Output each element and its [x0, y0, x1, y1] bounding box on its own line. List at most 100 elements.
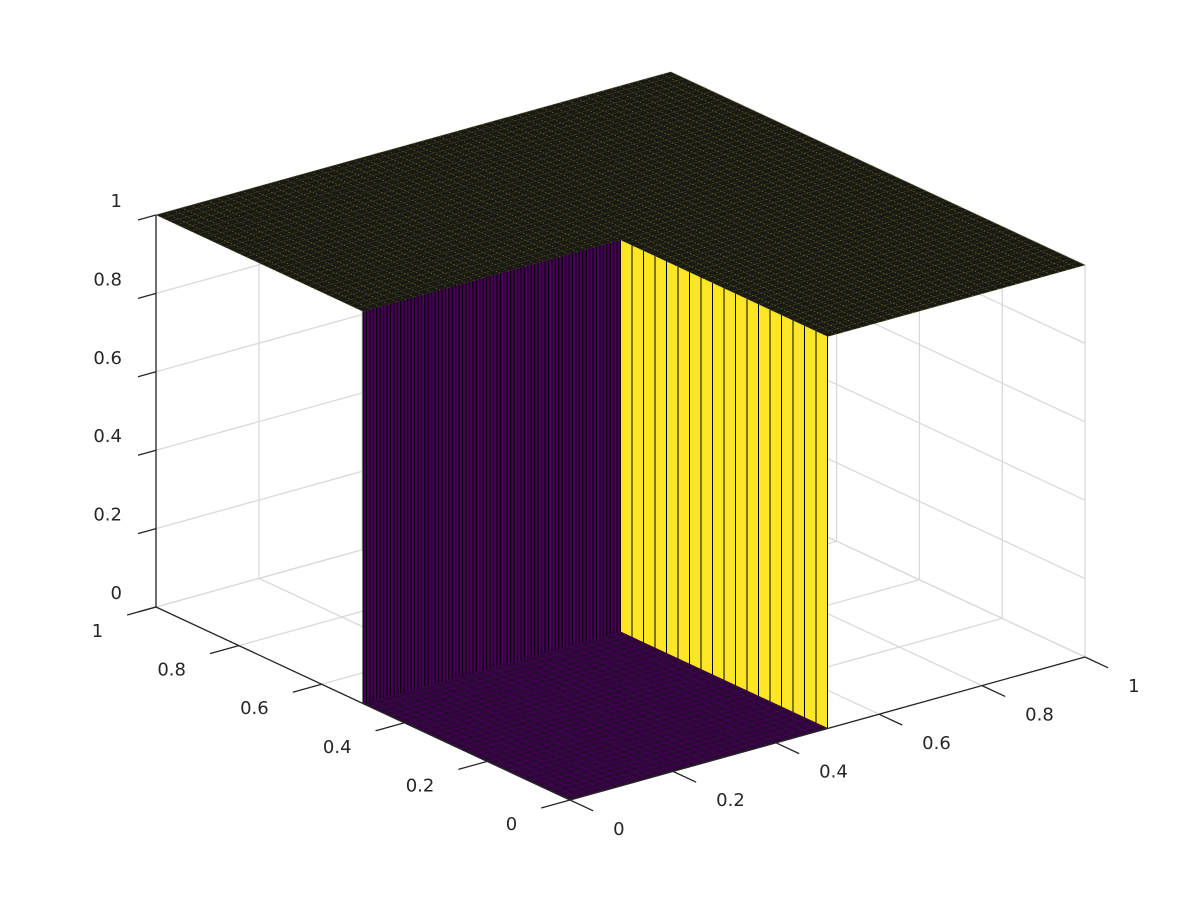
floor-mesh-line — [603, 636, 811, 734]
front-wall-purple — [363, 240, 621, 704]
floor-mesh-line — [397, 647, 656, 721]
x-tick-label: 0.8 — [1025, 704, 1054, 725]
plateau-mesh-line — [211, 97, 727, 242]
x-tick — [672, 770, 697, 783]
plateau-mesh-line — [482, 124, 897, 318]
axes — [126, 214, 1109, 812]
plateau-mesh-line — [670, 71, 1086, 266]
plateau-mesh-line — [533, 109, 948, 304]
floor-mesh-line — [611, 633, 820, 732]
x-tick — [569, 799, 594, 812]
plateau-mesh-line — [507, 117, 923, 311]
x-tick-label: 1 — [1128, 676, 1139, 697]
plateau-mesh-line — [550, 105, 965, 299]
plateau-mesh-line — [183, 84, 699, 229]
x-tick-label: 0 — [613, 819, 624, 840]
plateau-mesh-line — [806, 255, 1065, 328]
x-tick — [981, 685, 1006, 697]
plateau-mesh-line — [300, 139, 816, 283]
x-axis-line — [569, 656, 1086, 801]
plateau-mesh-line — [653, 76, 1068, 271]
y-tick-label: 0.6 — [240, 698, 269, 719]
plateau-mesh-line — [197, 91, 713, 235]
plateau-mesh-line — [675, 193, 934, 267]
plateau-mesh-line — [231, 107, 747, 251]
x-tick-label: 0.4 — [819, 762, 848, 783]
plateau-mesh-line — [751, 229, 1010, 302]
floor-mesh-line — [585, 641, 794, 739]
floor-mesh-line — [390, 644, 649, 717]
y-tick — [292, 683, 322, 693]
y-tick-label: 0.8 — [157, 660, 186, 681]
surface — [155, 71, 1086, 801]
plateau-mesh-line — [524, 112, 940, 306]
plateau-mesh-line — [641, 177, 899, 250]
y-tick — [209, 644, 239, 655]
plateau-mesh-line — [499, 119, 914, 313]
plateau-mesh-line — [585, 95, 1000, 290]
z-tick-label: 0.8 — [93, 269, 122, 290]
plateau-mesh-line — [689, 200, 948, 273]
plateau-mesh-line — [307, 142, 823, 287]
plateau-mesh-line — [682, 197, 941, 270]
plateau-mesh-line — [634, 174, 892, 247]
plateau-mesh-line — [266, 123, 782, 267]
y-tick-label: 0.4 — [323, 737, 352, 758]
z-tick — [137, 371, 157, 378]
plateau-mesh-line — [799, 251, 1058, 324]
plateau-mesh-line — [758, 232, 1017, 305]
y-tick — [458, 760, 488, 771]
plateau-mesh-line — [218, 100, 734, 245]
plateau-mesh-line — [314, 145, 830, 290]
plateau-mesh-line — [439, 136, 854, 330]
floor-mesh-line — [376, 637, 635, 711]
plateau-mesh-line — [602, 90, 1017, 285]
plateau-mesh-line — [259, 119, 775, 264]
plateau-mesh-line — [662, 74, 1077, 268]
plateau-mesh-line — [342, 158, 858, 303]
plateau-mesh-line — [176, 81, 692, 225]
y-axis-line — [155, 606, 571, 801]
x-tick-label: 0.6 — [922, 733, 951, 754]
plateau-mesh-line — [155, 71, 672, 216]
plateau-mesh-line — [456, 131, 871, 325]
plateau-mesh-line — [335, 155, 851, 299]
y-tick-label: 0.2 — [406, 775, 435, 796]
y-tick — [375, 722, 405, 732]
plateau-mesh-line — [710, 210, 968, 283]
floor-mesh-line — [594, 638, 802, 737]
x-tick — [1084, 656, 1109, 669]
plateau-mesh-line — [490, 121, 905, 316]
plateau-mesh-line — [765, 235, 1023, 308]
z-tick — [137, 527, 157, 535]
plateau-mesh-line — [792, 248, 1051, 321]
plateau-mesh-line — [645, 78, 1060, 273]
plateau-mesh-line — [430, 138, 845, 333]
plateau-mesh-line — [273, 126, 789, 270]
plateau-mesh-line — [559, 102, 974, 297]
x-tick — [775, 742, 800, 755]
floor-mesh-line — [383, 641, 642, 714]
plateau-mesh-line — [349, 161, 865, 306]
z-tick-label: 0 — [111, 583, 122, 604]
plateau-mesh-line — [421, 140, 837, 335]
z-tick — [137, 449, 157, 456]
y-tick-label: 1 — [92, 621, 103, 642]
plateau-mesh-line — [516, 114, 931, 309]
plateau-mesh-line — [224, 103, 741, 248]
plateau-mesh-line — [464, 128, 880, 323]
plateau-mesh-line — [717, 213, 975, 286]
x-tick — [878, 713, 903, 726]
plateau-mesh-line — [610, 88, 1026, 282]
z-tick-label: 0.4 — [93, 426, 122, 447]
plateau-mesh-line — [576, 97, 991, 292]
plateau-mesh-line — [473, 126, 888, 321]
y-tick-label: 0 — [506, 814, 517, 835]
plateau-mesh-line — [169, 78, 685, 222]
plateau-mesh-line — [730, 219, 989, 292]
floor-mesh-line — [620, 631, 828, 729]
plateau-mesh-line — [204, 94, 720, 238]
x-tick-label: 0.2 — [716, 790, 745, 811]
z-tick-label: 0.6 — [93, 348, 122, 369]
